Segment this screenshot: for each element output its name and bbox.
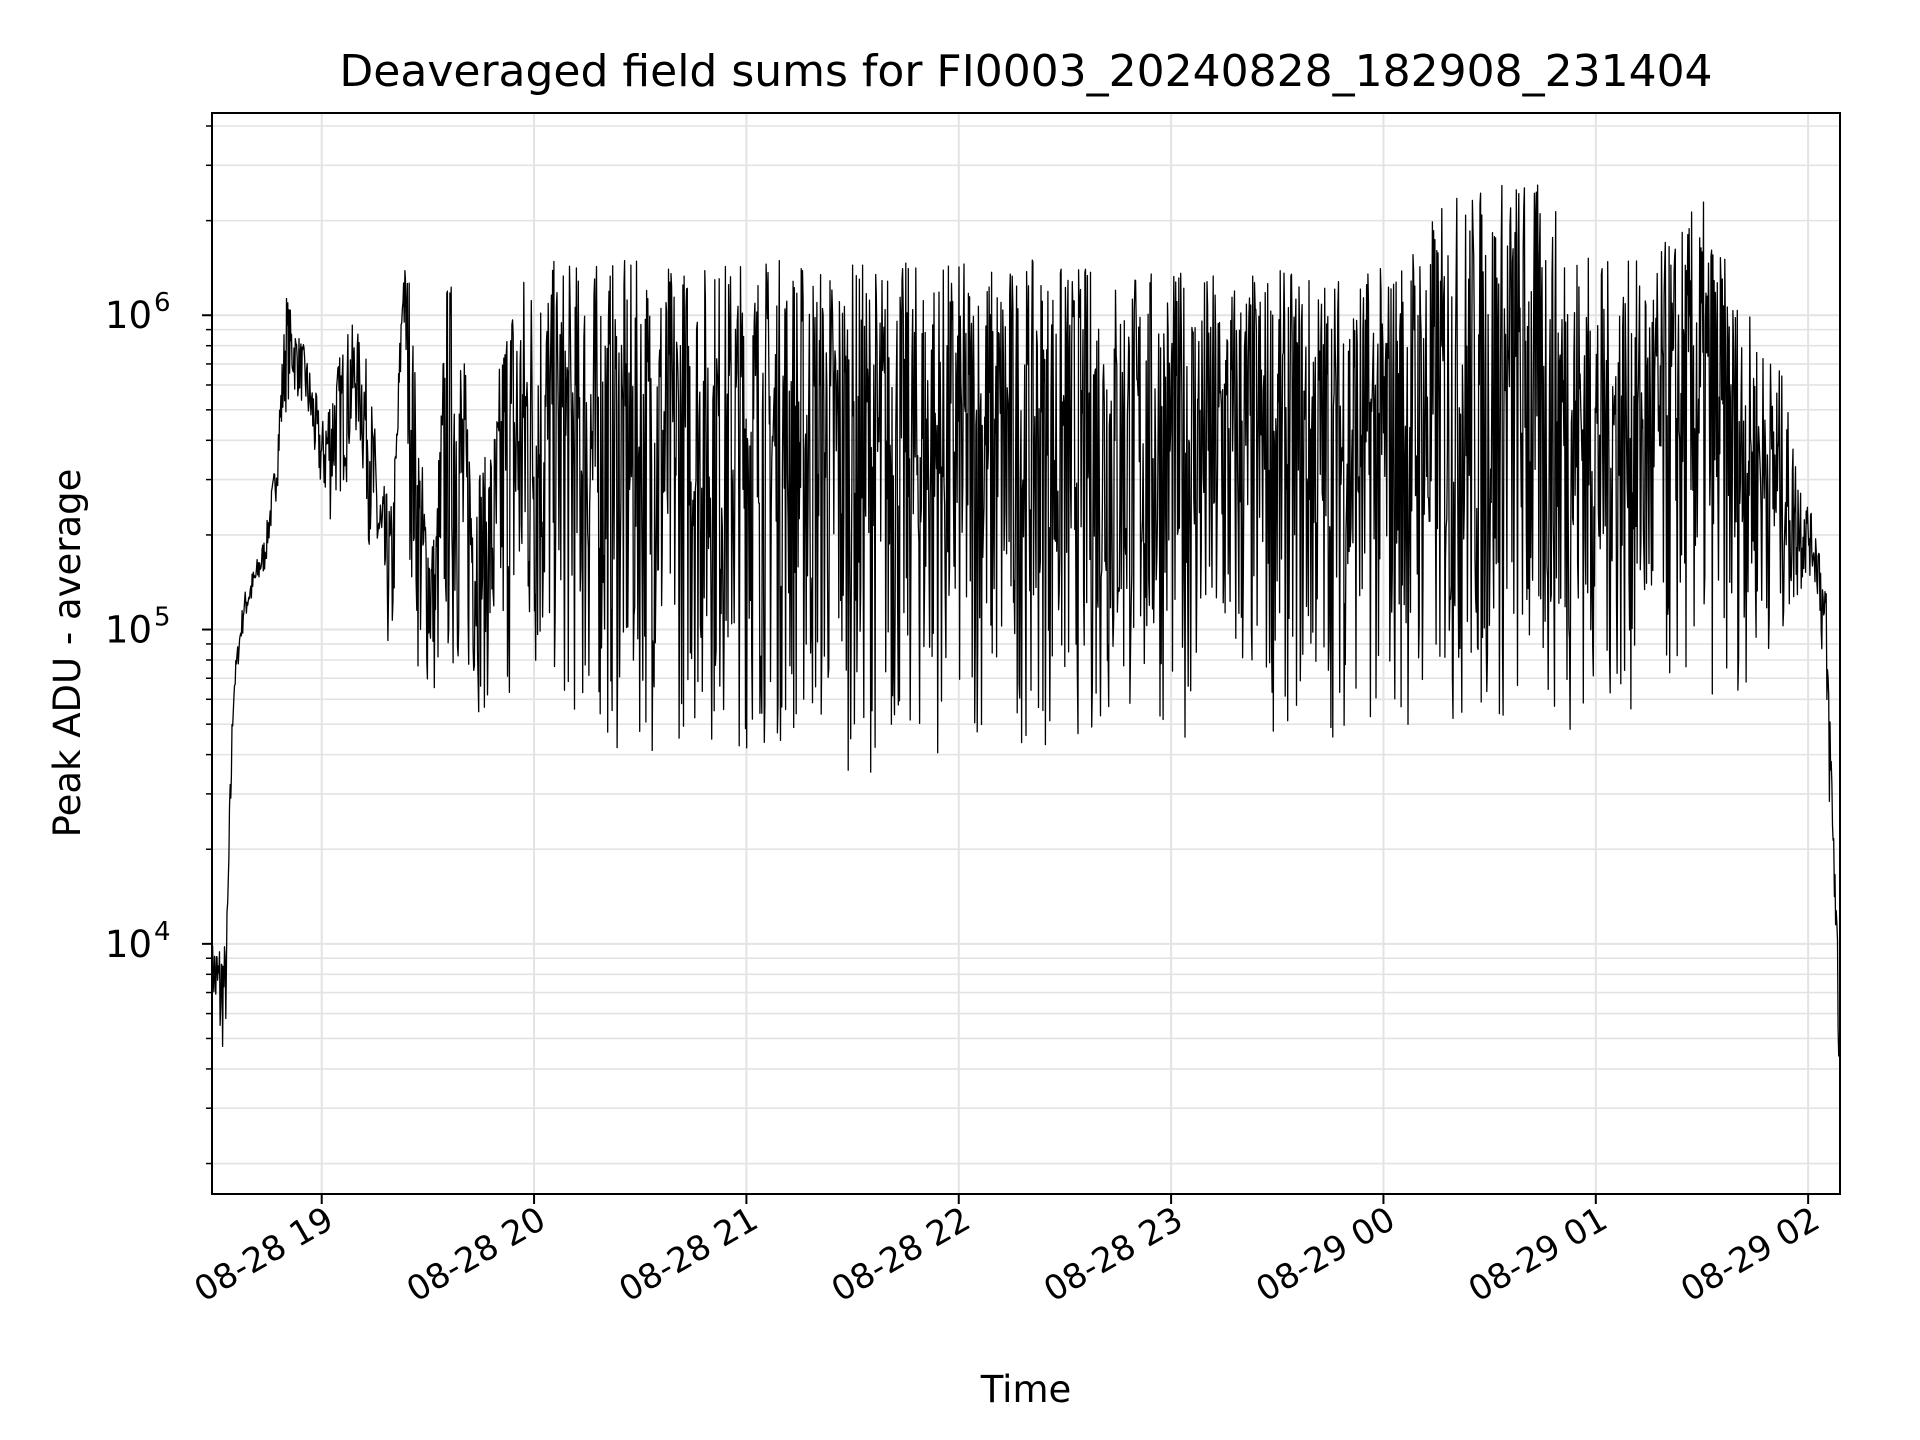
x-tick-label: 08-28 22 xyxy=(825,1199,977,1310)
series-line xyxy=(211,184,1841,1072)
ticks-layer: 08-28 19 08-28 20 08-28 21 08-28 22 08-28 23… xyxy=(105,125,1827,1310)
y-tick-label: 10 xyxy=(105,609,152,652)
y-tick-label-exponent: 5 xyxy=(154,603,171,633)
chart-title: Deaveraged field sums for FI0003_2024082… xyxy=(339,46,1712,97)
x-tick-label: 08-29 01 xyxy=(1462,1199,1614,1310)
x-tick-label: 08-28 21 xyxy=(613,1199,765,1310)
y-tick-label-exponent: 4 xyxy=(154,917,171,947)
plot-frame xyxy=(211,112,1841,1195)
x-axis-label: Time xyxy=(980,1368,1072,1411)
x-tick-label: 08-29 02 xyxy=(1674,1199,1826,1310)
y-axis-label: Peak ADU - average xyxy=(46,469,89,838)
x-tick-label: 08-28 19 xyxy=(188,1199,340,1310)
x-tick-label: 08-28 20 xyxy=(400,1199,552,1310)
series-layer xyxy=(211,184,1841,1072)
y-tick-label: 10 xyxy=(105,923,152,966)
x-tick-label: 08-29 00 xyxy=(1250,1199,1402,1310)
y-tick-label-exponent: 6 xyxy=(154,288,171,318)
x-tick-label: 08-28 23 xyxy=(1037,1199,1189,1310)
y-tick-label: 10 xyxy=(105,294,152,337)
